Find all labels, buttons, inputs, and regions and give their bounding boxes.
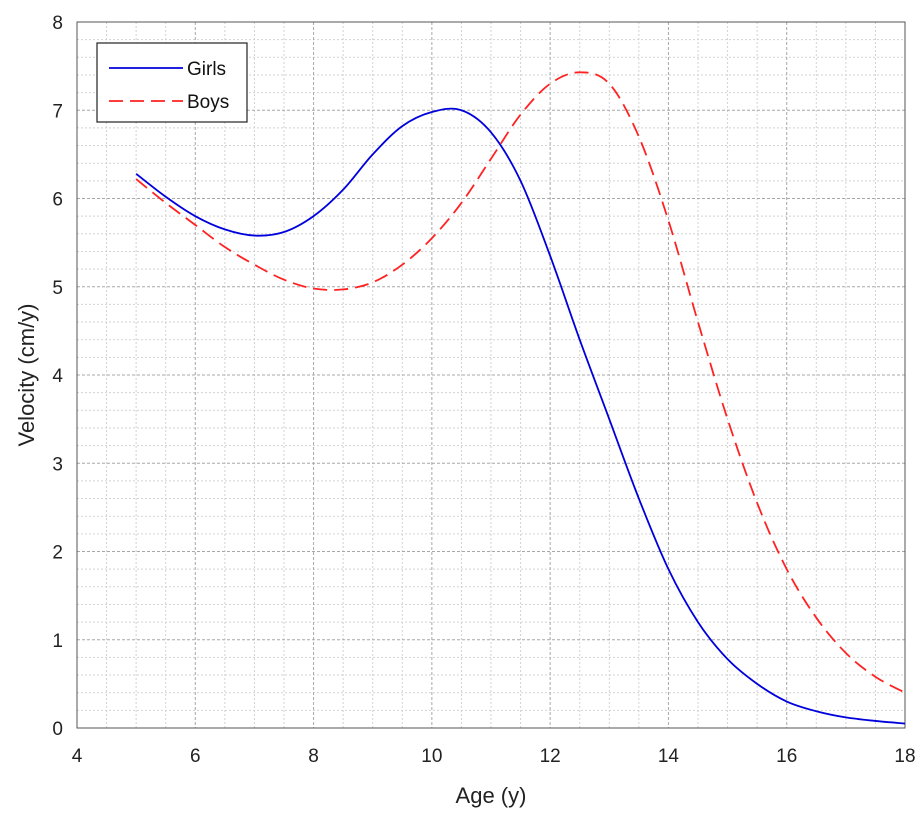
series-layer (135, 71, 906, 725)
x-axis-title: Age (y) (456, 783, 527, 808)
plot-frame (76, 21, 906, 729)
y-tick-label: 0 (52, 719, 63, 740)
x-tick-label: 4 (72, 746, 83, 767)
y-tick-label: 1 (52, 631, 63, 652)
x-tick-label: 6 (190, 746, 201, 767)
y-tick-label: 2 (52, 543, 63, 564)
y-tick-label: 4 (52, 366, 63, 387)
y-tick-label: 3 (52, 454, 63, 475)
y-tick-label: 8 (52, 13, 63, 34)
y-tick-label: 5 (52, 278, 63, 299)
y-tick-label: 7 (52, 101, 63, 122)
x-tick-label: 8 (308, 746, 319, 767)
x-axis-ticks: 4 6 8 10 12 14 16 18 (72, 746, 916, 767)
x-tick-label: 14 (658, 746, 680, 767)
x-tick-label: 18 (894, 746, 915, 767)
x-tick-label: 12 (540, 746, 561, 767)
legend-box (96, 42, 248, 123)
legend-label-boys: Boys (187, 92, 229, 113)
minor-grid (77, 22, 905, 728)
x-tick-label: 16 (776, 746, 797, 767)
legend-label-girls: Girls (187, 59, 226, 80)
y-tick-label: 6 (52, 190, 63, 211)
x-tick-label: 10 (421, 746, 442, 767)
series-line-girls (135, 107, 906, 725)
y-axis-ticks: 0 1 2 3 4 5 6 7 8 (52, 13, 63, 740)
y-axis-title: Velocity (cm/y) (14, 303, 39, 446)
legend: Girls Boys (96, 42, 248, 123)
